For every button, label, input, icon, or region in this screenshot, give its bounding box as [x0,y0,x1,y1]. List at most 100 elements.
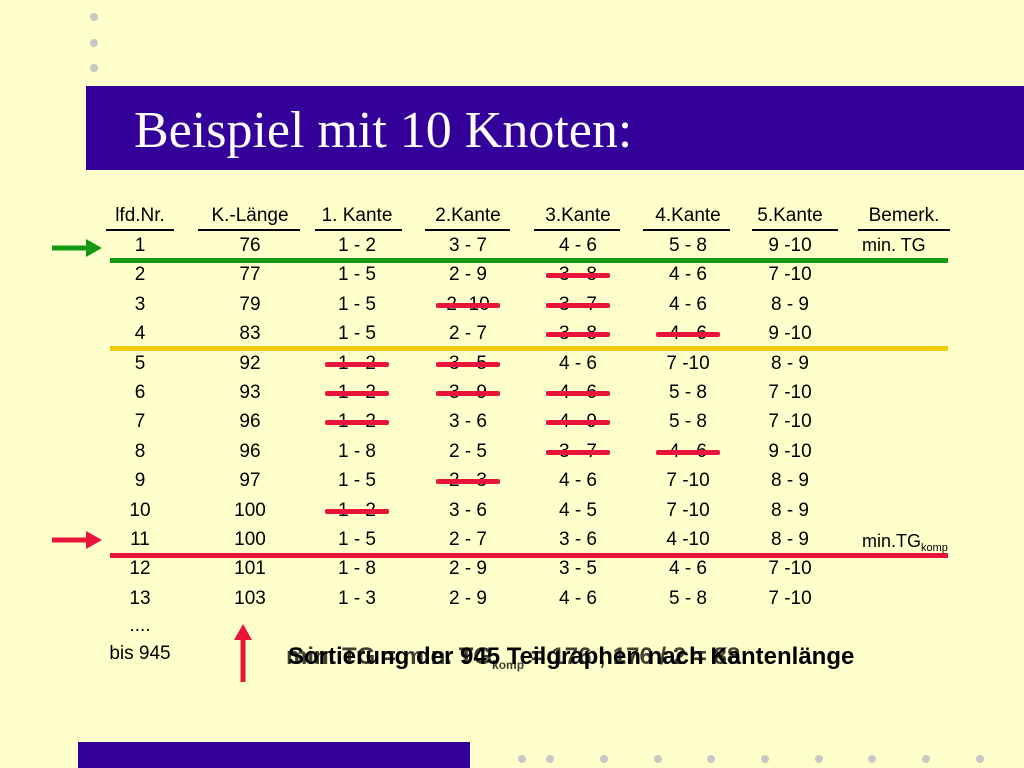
table-cell: 2 - 9 [448,587,488,609]
header-2: 1. Kante [321,205,393,226]
table-cell: 5 - 8 [668,411,708,433]
table-cell: 3 [134,293,146,315]
table-cell: 4 -10 [666,529,710,550]
remark-min-tg-komp-sub: komp [921,542,948,554]
table-cell: 3 - 6 [448,499,488,521]
decor-dot [976,755,984,763]
sort-caption: Sortierung der 945 Teilgraphen nach Kant… [288,643,855,670]
table-cell: 6 [134,382,146,403]
table-cell: 93 [239,382,261,403]
table-cell: 103 [234,587,266,609]
table-cell: 4 - 6 [558,470,598,492]
remark-min-tg-komp-main: min.TG [862,531,922,551]
header-underline [643,229,730,231]
decor-dot [518,755,526,763]
table-cell: 10 [129,499,151,521]
header-1: K.-Länge [211,205,289,226]
strike-mark [325,508,389,514]
decor-dot [90,13,98,21]
table-cell: 1 - 5 [337,264,377,286]
table-cell: 12 [129,558,151,580]
slide-title: Beispiel mit 10 Knoten: [134,102,633,159]
strike-mark [436,479,500,485]
table-cell: 76 [239,235,261,256]
title-bar [86,86,1024,170]
table-cell: 1 - 5 [337,293,377,315]
header-underline [425,229,510,231]
strike-mark [656,332,720,338]
header-underline [752,229,838,231]
header-underline [106,229,174,231]
bottom-bar [78,742,470,768]
table-cell: 1 - 5 [337,529,377,550]
table-cell: 4 - 6 [668,558,708,580]
decor-dot [546,755,554,763]
table-cell: 7 -10 [768,558,812,580]
table-cell: 9 -10 [768,440,812,462]
header-3: 2.Kante [435,205,501,226]
strike-mark [546,449,610,455]
table-cell: 7 -10 [768,587,812,609]
table-cell: 9 -10 [768,323,812,345]
formula-main: min. TG = min. TG [286,643,493,670]
table-cell: 4 - 6 [558,235,598,256]
header-underline [198,229,300,231]
table-cell: 4 [134,323,146,345]
table-cell: 7 -10 [768,411,812,433]
table-cell: 2 - 7 [448,529,488,550]
up-arrow-icon [234,624,252,682]
strike-mark [325,391,389,396]
strike-mark [546,273,610,279]
remark-min-tg-komp: min.TGkomp [862,530,948,559]
strike-mark [325,420,389,426]
table-cell: 13 [129,587,151,609]
header-0: lfd.Nr. [115,205,165,226]
table-cell: 1 [134,235,146,256]
header-5: 4.Kante [655,205,721,226]
table-cell: 1 - 8 [337,440,377,462]
table-cell: 1 - 5 [337,470,377,492]
strike-mark [436,302,500,308]
green-separator [110,258,948,263]
formula-sub: komp [492,658,525,672]
header-4: 3.Kante [545,205,611,226]
table-cell: 11 [130,529,150,550]
table-cell: 2 - 9 [448,264,488,286]
strike-mark [656,449,720,455]
table-cell: 4 - 6 [668,293,708,315]
table-cell: 96 [239,440,261,462]
row-ellipsis: .... [129,615,151,637]
table-cell: 5 - 8 [668,382,708,403]
table-cell: 7 -10 [768,382,812,403]
table-cell: 8 - 9 [770,470,810,492]
green-arrow-icon [52,239,102,257]
header-underline [858,229,950,231]
decor-dot [90,39,98,47]
decor-dot [707,755,715,763]
table-cell: 7 -10 [666,470,710,492]
yellow-separator [110,346,948,351]
decor-dot [654,755,662,763]
strike-mark [546,332,610,338]
strike-mark [546,420,610,426]
table-cell: 4 - 6 [558,352,598,374]
table-cell: 1 - 3 [337,587,377,609]
table-cell: 3 - 7 [448,235,488,256]
red-separator [110,553,948,558]
table-cell: 2 - 5 [448,440,488,462]
table-cell: 96 [239,411,261,433]
table-cell: 3 - 6 [448,411,488,433]
strike-mark [436,361,500,367]
decor-dot [90,64,98,72]
table-cell: 4 - 5 [558,499,598,521]
table-cell: 4 - 6 [558,587,598,609]
table-cell: 2 - 9 [448,558,488,580]
strike-mark [325,361,389,367]
table-cell: 7 -10 [666,352,710,374]
strike-mark [546,302,610,308]
decor-dot [761,755,769,763]
table-cell: 101 [234,558,266,580]
table-cell: 79 [239,293,261,315]
decor-dot [600,755,608,763]
table-cell: 7 -10 [768,264,812,286]
